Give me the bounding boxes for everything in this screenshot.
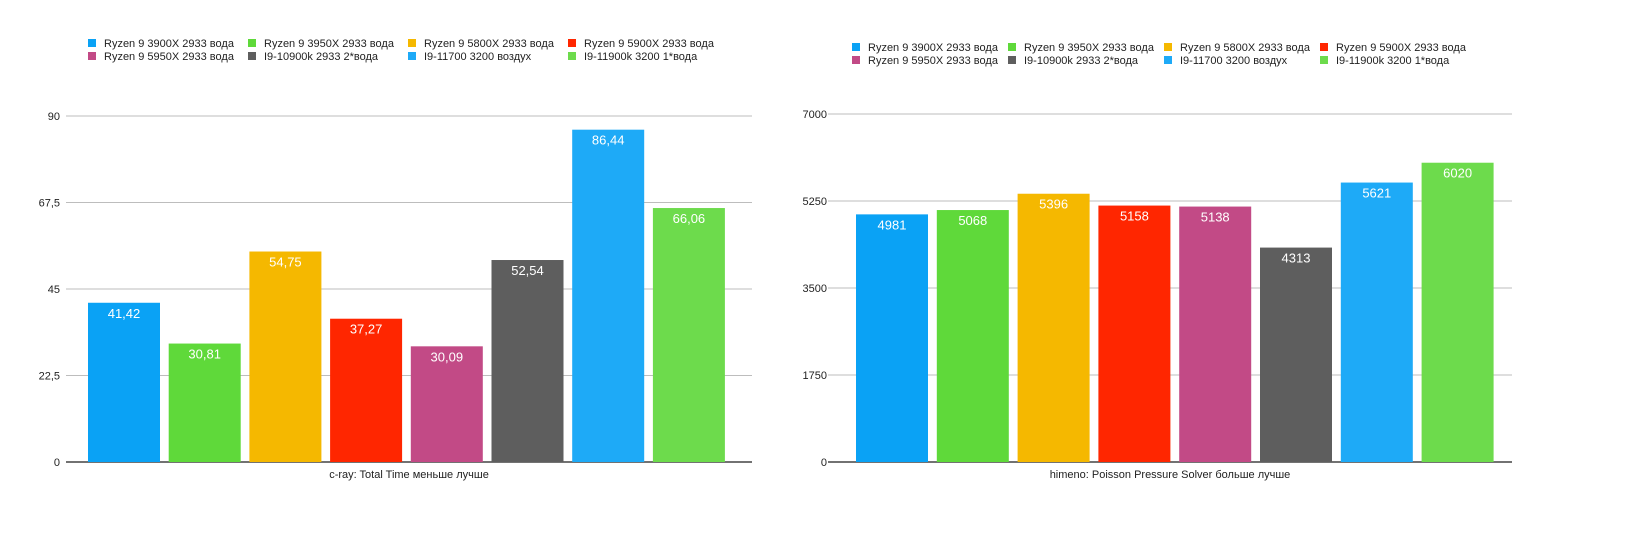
legend-label: Ryzen 9 3900X 2933 вода [104, 38, 235, 50]
bar [572, 129, 645, 462]
legend-swatch [568, 52, 576, 60]
data-label: 5138 [1201, 210, 1230, 225]
legend-label: Ryzen 9 5950X 2933 вода [868, 55, 999, 67]
legend-label: Ryzen 9 3950X 2933 вода [264, 38, 395, 50]
y-tick-label: 1750 [803, 370, 827, 382]
data-label: 5396 [1039, 197, 1068, 212]
y-tick-label: 45 [48, 284, 60, 296]
data-label: 41,42 [108, 306, 141, 321]
bar [936, 210, 1009, 462]
data-label: 5621 [1362, 186, 1391, 201]
bar [1340, 182, 1413, 462]
data-label: 52,54 [511, 263, 544, 278]
data-label: 4313 [1282, 251, 1311, 266]
data-label: 54,75 [269, 255, 302, 270]
y-tick-label: 0 [821, 457, 827, 469]
legend-label: Ryzen 9 5950X 2933 вода [104, 51, 235, 63]
legend-label: I9-10900k 2933 2*вода [264, 51, 379, 63]
bar [1098, 205, 1171, 462]
legend-label: I9-11700 3200 воздух [424, 51, 532, 63]
legend-label: Ryzen 9 5900X 2933 вода [1336, 42, 1467, 54]
legend-label: Ryzen 9 5800X 2933 вода [1180, 42, 1311, 54]
bar [249, 251, 322, 462]
y-tick-label: 0 [54, 457, 60, 469]
data-label: 5068 [958, 213, 987, 228]
bar [491, 260, 564, 462]
bar [1017, 193, 1090, 463]
data-label: 30,09 [431, 349, 464, 364]
legend-label: Ryzen 9 3900X 2933 вода [868, 42, 999, 54]
legend-swatch [88, 39, 96, 47]
legend-swatch [248, 52, 256, 60]
y-tick-label: 7000 [803, 109, 827, 121]
data-label: 66,06 [673, 211, 706, 226]
legend-swatch [1320, 56, 1328, 64]
x-axis-label: c-ray: Total Time меньше лучше [329, 469, 489, 481]
bar [88, 302, 160, 462]
data-label: 5158 [1120, 209, 1149, 224]
legend-swatch [1008, 43, 1016, 51]
bar [1421, 162, 1494, 462]
legend-swatch [88, 52, 96, 60]
bar [1260, 247, 1332, 462]
legend-swatch [568, 39, 576, 47]
bar [1179, 206, 1252, 462]
legend-label: I9-11900k 3200 1*вода [584, 51, 698, 63]
data-label: 86,44 [592, 133, 625, 148]
legend-swatch [852, 43, 860, 51]
legend-label: I9-11700 3200 воздух [1180, 55, 1288, 67]
legend-swatch [248, 39, 256, 47]
bar [652, 208, 725, 462]
legend-swatch [1008, 56, 1016, 64]
legend-swatch [1164, 56, 1172, 64]
legend-swatch [408, 52, 416, 60]
legend-label: Ryzen 9 3950X 2933 вода [1024, 42, 1155, 54]
legend-swatch [852, 56, 860, 64]
y-tick-label: 90 [48, 111, 60, 123]
data-label: 30,81 [188, 347, 221, 362]
legend-label: Ryzen 9 5800X 2933 вода [424, 38, 555, 50]
data-label: 4981 [878, 217, 907, 232]
data-label: 6020 [1443, 166, 1472, 181]
legend-label: I9-10900k 2933 2*вода [1024, 55, 1139, 67]
y-tick-label: 22,5 [39, 371, 60, 383]
legend-swatch [408, 39, 416, 47]
bar [410, 346, 483, 462]
x-axis-label: himeno: Poisson Pressure Solver больше л… [1050, 469, 1291, 481]
data-label: 37,27 [350, 322, 383, 337]
bar [856, 214, 928, 462]
y-tick-label: 3500 [803, 283, 827, 295]
legend-label: I9-11900k 3200 1*вода [1336, 55, 1450, 67]
legend-swatch [1164, 43, 1172, 51]
y-tick-label: 67,5 [39, 198, 60, 210]
legend-swatch [1320, 43, 1328, 51]
bar [330, 318, 403, 462]
y-tick-label: 5250 [803, 196, 827, 208]
bar [168, 343, 241, 462]
legend-label: Ryzen 9 5900X 2933 вода [584, 38, 715, 50]
